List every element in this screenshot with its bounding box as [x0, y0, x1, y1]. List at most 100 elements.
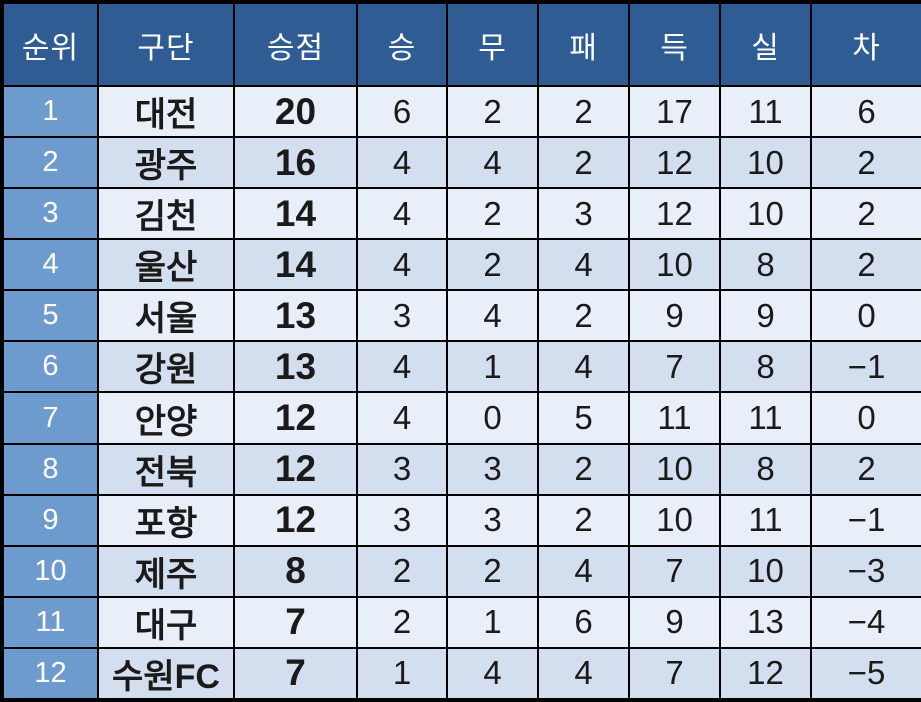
cell-club: 안양: [97, 391, 235, 445]
cell-points: 13: [233, 289, 358, 343]
cell-losses: 6: [537, 595, 630, 649]
column-header-club: 구단: [97, 1, 235, 87]
cell-points: 7: [233, 595, 358, 649]
cell-goals_against: 10: [719, 136, 812, 190]
cell-goal_diff: 2: [810, 442, 921, 496]
cell-goals_against: 8: [719, 238, 812, 292]
cell-rank: 2: [1, 136, 99, 190]
cell-rank: 1: [1, 84, 99, 139]
cell-goals_for: 9: [628, 289, 721, 343]
cell-losses: 2: [537, 84, 630, 139]
cell-points: 14: [233, 238, 358, 292]
cell-draws: 1: [446, 340, 539, 394]
cell-losses: 4: [537, 646, 630, 702]
cell-losses: 5: [537, 391, 630, 445]
column-header-goals_for: 득: [628, 1, 721, 87]
cell-rank: 7: [1, 391, 99, 445]
cell-losses: 3: [537, 187, 630, 241]
table-row: 1 대전 20 6 2 2 17 11 6: [1, 84, 921, 139]
column-header-losses: 패: [537, 1, 630, 87]
cell-rank: 6: [1, 340, 99, 394]
cell-goal_diff: −5: [810, 646, 921, 702]
table-row: 9 포항 12 3 3 2 10 11 −1: [1, 493, 921, 547]
cell-wins: 2: [356, 595, 448, 649]
cell-draws: 2: [446, 187, 539, 241]
cell-goal_diff: −4: [810, 595, 921, 649]
cell-goals_for: 10: [628, 238, 721, 292]
table-row: 8 전북 12 3 3 2 10 8 2: [1, 442, 921, 496]
cell-losses: 4: [537, 340, 630, 394]
cell-draws: 2: [446, 544, 539, 598]
cell-goals_for: 7: [628, 646, 721, 702]
cell-goals_against: 11: [719, 391, 812, 445]
cell-losses: 4: [537, 544, 630, 598]
cell-draws: 2: [446, 238, 539, 292]
cell-goal_diff: 0: [810, 289, 921, 343]
cell-goals_against: 12: [719, 646, 812, 702]
table-row: 2 광주 16 4 4 2 12 10 2: [1, 136, 921, 190]
cell-goals_against: 8: [719, 442, 812, 496]
cell-goal_diff: 2: [810, 238, 921, 292]
column-header-rank: 순위: [1, 1, 99, 87]
cell-goals_against: 11: [719, 493, 812, 547]
cell-points: 16: [233, 136, 358, 190]
cell-points: 12: [233, 442, 358, 496]
cell-wins: 4: [356, 340, 448, 394]
cell-club: 김천: [97, 187, 235, 241]
cell-goal_diff: 0: [810, 391, 921, 445]
table-body: 1 대전 20 6 2 2 17 11 6 2 광주 16 4 4 2 12 10 2 3 김천 14 4 2 3 12 10 2 4…: [1, 84, 921, 702]
cell-points: 12: [233, 391, 358, 445]
cell-points: 12: [233, 493, 358, 547]
cell-points: 20: [233, 84, 358, 139]
cell-goals_against: 10: [719, 544, 812, 598]
cell-goals_for: 11: [628, 391, 721, 445]
cell-club: 대구: [97, 595, 235, 649]
cell-club: 수원FC: [97, 646, 235, 702]
cell-club: 울산: [97, 238, 235, 292]
cell-goals_against: 8: [719, 340, 812, 394]
cell-rank: 5: [1, 289, 99, 343]
cell-draws: 0: [446, 391, 539, 445]
cell-goals_against: 13: [719, 595, 812, 649]
cell-draws: 3: [446, 442, 539, 496]
cell-points: 7: [233, 646, 358, 702]
table-row: 6 강원 13 4 1 4 7 8 −1: [1, 340, 921, 394]
cell-draws: 3: [446, 493, 539, 547]
cell-goals_for: 10: [628, 493, 721, 547]
cell-club: 강원: [97, 340, 235, 394]
cell-draws: 4: [446, 646, 539, 702]
cell-wins: 4: [356, 391, 448, 445]
cell-goal_diff: −1: [810, 493, 921, 547]
cell-goal_diff: 2: [810, 187, 921, 241]
cell-rank: 12: [1, 646, 99, 702]
cell-losses: 2: [537, 289, 630, 343]
table-row: 11 대구 7 2 1 6 9 13 −4: [1, 595, 921, 649]
table-row: 12 수원FC 7 1 4 4 7 12 −5: [1, 646, 921, 702]
cell-rank: 11: [1, 595, 99, 649]
cell-goals_against: 11: [719, 84, 812, 139]
column-header-goals_against: 실: [719, 1, 812, 87]
cell-club: 제주: [97, 544, 235, 598]
cell-goals_for: 12: [628, 136, 721, 190]
cell-wins: 2: [356, 544, 448, 598]
cell-losses: 4: [537, 238, 630, 292]
cell-wins: 4: [356, 187, 448, 241]
header-row: 순위 구단 승점 승 무 패 득 실 차: [1, 1, 921, 87]
table-row: 7 안양 12 4 0 5 11 11 0: [1, 391, 921, 445]
cell-goals_for: 7: [628, 544, 721, 598]
column-header-draws: 무: [446, 1, 539, 87]
cell-goal_diff: 2: [810, 136, 921, 190]
cell-club: 대전: [97, 84, 235, 139]
cell-goals_for: 12: [628, 187, 721, 241]
column-header-wins: 승: [356, 1, 448, 87]
cell-rank: 10: [1, 544, 99, 598]
cell-rank: 3: [1, 187, 99, 241]
cell-club: 포항: [97, 493, 235, 547]
cell-wins: 4: [356, 136, 448, 190]
cell-goal_diff: 6: [810, 84, 921, 139]
cell-wins: 3: [356, 289, 448, 343]
cell-goals_for: 7: [628, 340, 721, 394]
cell-losses: 2: [537, 136, 630, 190]
cell-losses: 2: [537, 493, 630, 547]
